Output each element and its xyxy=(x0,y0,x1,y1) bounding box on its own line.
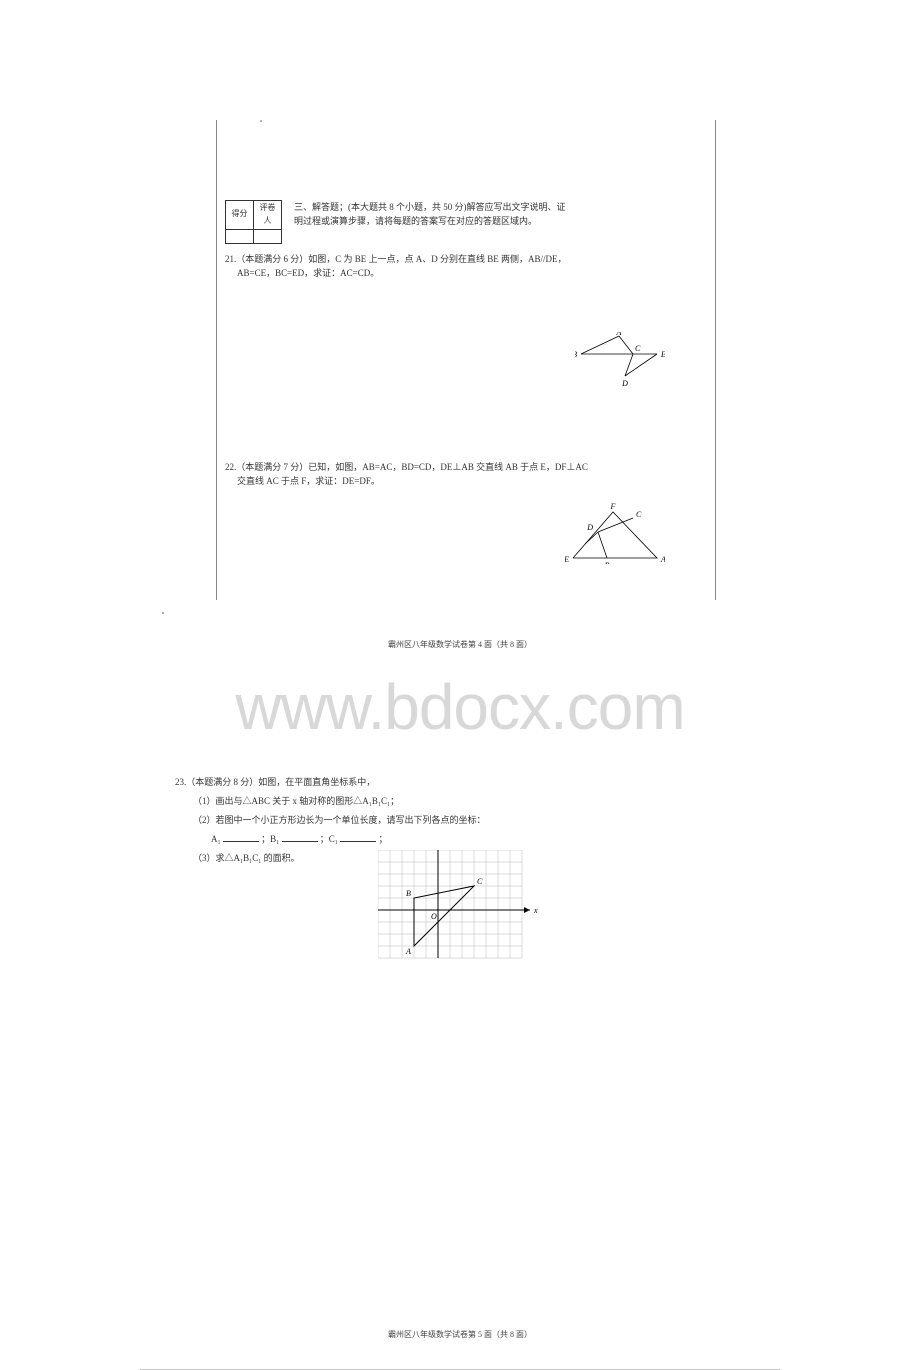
score-header: 得分 xyxy=(226,201,254,230)
score-table: 得分 评卷人 xyxy=(225,200,282,244)
page-4-footer: 霸州区八年级数学试卷第 4 面（共 8 面） xyxy=(388,639,532,650)
problem-22-block: 22.（本题满分 7 分）已知，如图，AB=AC，BD=CD，DE⊥AB 交直线… xyxy=(225,460,695,497)
svg-text:O: O xyxy=(431,912,437,921)
svg-text:B: B xyxy=(406,889,411,898)
problem-21: 21.（本题满分 6 分）如图，C 为 BE 上一点，点 A、D 分别在直线 B… xyxy=(225,252,695,281)
margin-line-right xyxy=(715,120,716,600)
blank-B1 xyxy=(282,832,318,842)
blank-A1 xyxy=(223,832,259,842)
figure-23-grid: xyOABC xyxy=(378,850,542,983)
problem-22-text2: 交直线 AC 于点 F，求证：DE=DF。 xyxy=(225,474,695,488)
page-5-footer: 霸州区八年级数学试卷第 5 面（共 8 面） xyxy=(388,1329,532,1340)
figure-22: F C D E B A xyxy=(565,500,665,568)
label-E: E xyxy=(660,350,665,359)
svg-text:C: C xyxy=(477,877,483,886)
label-C: C xyxy=(635,344,641,353)
coord-sep2: ；C₁ xyxy=(320,834,338,844)
problem-23-heading: 23.（本题满分 8 分）如图，在平面直角坐标系中， xyxy=(175,775,695,788)
problem-23-coords: A₁ ；B₁ ；C₁ ； xyxy=(175,832,695,845)
figure-22-svg: F C D E B A xyxy=(565,500,665,564)
score-cell xyxy=(226,229,254,243)
svg-text:x: x xyxy=(533,906,538,915)
problem-22-text1: 22.（本题满分 7 分）已知，如图，AB=AC，BD=CD，DE⊥AB 交直线… xyxy=(225,460,695,474)
problem-22: 22.（本题满分 7 分）已知，如图，AB=AC，BD=CD，DE⊥AB 交直线… xyxy=(225,460,695,489)
label-E: E xyxy=(565,555,569,564)
figure-21: A B C E D xyxy=(575,332,665,396)
figure-21-svg: A B C E D xyxy=(575,332,665,392)
label-F: F xyxy=(610,502,616,511)
blank-C1 xyxy=(340,832,376,842)
problem-21-text2: AB=CE，BC=ED，求证：AC=CD。 xyxy=(225,266,695,280)
coord-A1-label: A₁ xyxy=(211,834,221,844)
grid-svg: xyOABC xyxy=(378,850,542,978)
problem-23-part1: （1）画出与△ABC 关于 x 轴对称的图形△A₁B₁C₁； xyxy=(175,794,695,807)
label-C: C xyxy=(636,510,642,519)
page-4: 得分 评卷人 三、解答题；(本大题共 8 个小题，共 50 分)解答应写出文字说… xyxy=(0,60,920,700)
problem-21-text1: 21.（本题满分 6 分）如图，C 为 BE 上一点，点 A、D 分别在直线 B… xyxy=(225,252,695,266)
grader-header: 评卷人 xyxy=(254,201,282,230)
svg-text:A: A xyxy=(405,947,411,956)
problem-23-part2: （2）若图中一个小正方形边长为一个单位长度，请写出下列各点的坐标： xyxy=(175,813,695,826)
section-title-line1: 三、解答题；(本大题共 8 个小题，共 50 分)解答应写出文字说明、证 xyxy=(294,200,695,214)
label-B: B xyxy=(605,561,610,564)
section-title: 三、解答题；(本大题共 8 个小题，共 50 分)解答应写出文字说明、证 明过程… xyxy=(294,200,695,229)
label-D: D xyxy=(621,379,628,388)
coord-sep1: ；B₁ xyxy=(261,834,279,844)
label-D: D xyxy=(586,523,593,532)
page-5: 23.（本题满分 8 分）如图，在平面直角坐标系中， （1）画出与△ABC 关于… xyxy=(0,720,920,1360)
label-B: B xyxy=(575,350,577,359)
label-A: A xyxy=(660,555,665,564)
coord-end: ； xyxy=(378,834,387,844)
section-title-line2: 明过程或演算步骤，请将每题的答案写在对应的答题区域内。 xyxy=(294,214,695,228)
label-A: A xyxy=(616,332,622,337)
section-3-block: 得分 评卷人 三、解答题；(本大题共 8 个小题，共 50 分)解答应写出文字说… xyxy=(225,200,695,288)
margin-line-left xyxy=(216,120,217,600)
grader-cell xyxy=(254,229,282,243)
section-header: 得分 评卷人 三、解答题；(本大题共 8 个小题，共 50 分)解答应写出文字说… xyxy=(225,200,695,244)
